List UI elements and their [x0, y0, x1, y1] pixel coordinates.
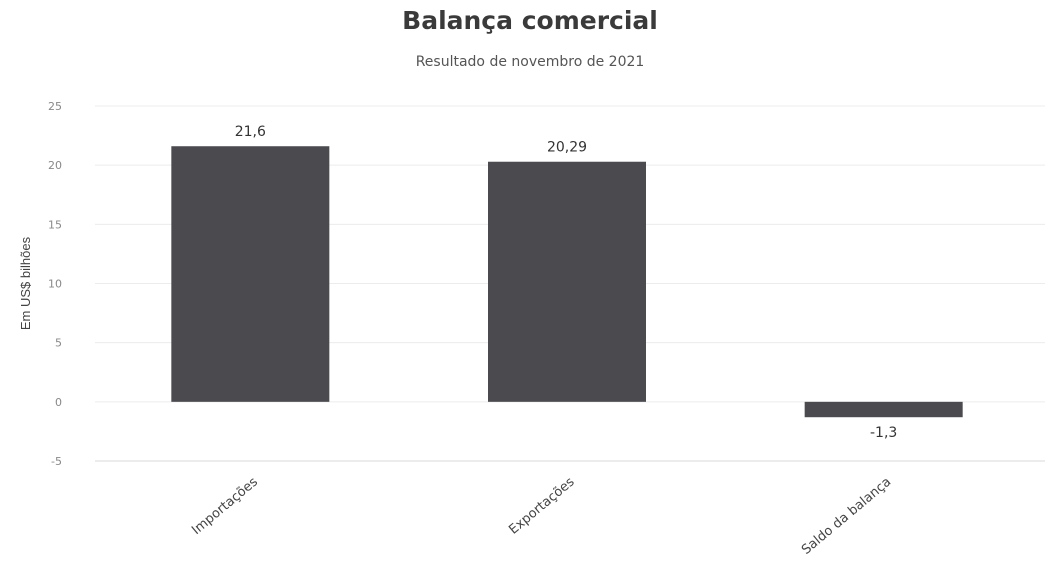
y-tick-label: 25	[48, 100, 62, 113]
x-tick-label: Saldo da balança	[799, 475, 894, 558]
bar[interactable]	[804, 401, 963, 418]
y-tick-label: 0	[55, 396, 62, 409]
y-tick-label: 20	[48, 159, 62, 172]
data-label: 20,29	[547, 140, 587, 156]
y-tick-label: 5	[55, 337, 62, 350]
y-tick-label: 10	[48, 278, 62, 291]
data-label: -1,3	[870, 425, 897, 441]
bar[interactable]	[488, 161, 646, 402]
chart-subtitle: Resultado de novembro de 2021	[415, 54, 645, 70]
y-axis-title: Em US$ bilhões	[18, 236, 33, 330]
y-tick-label: -5	[51, 455, 62, 468]
y-tick-label: 15	[48, 218, 62, 231]
data-label: 21,6	[235, 124, 266, 140]
chart-title: Balança comercial	[402, 6, 658, 35]
bar[interactable]	[171, 146, 330, 402]
x-tick-label: Importações	[189, 474, 261, 538]
x-tick-label: Exportações	[506, 474, 577, 537]
